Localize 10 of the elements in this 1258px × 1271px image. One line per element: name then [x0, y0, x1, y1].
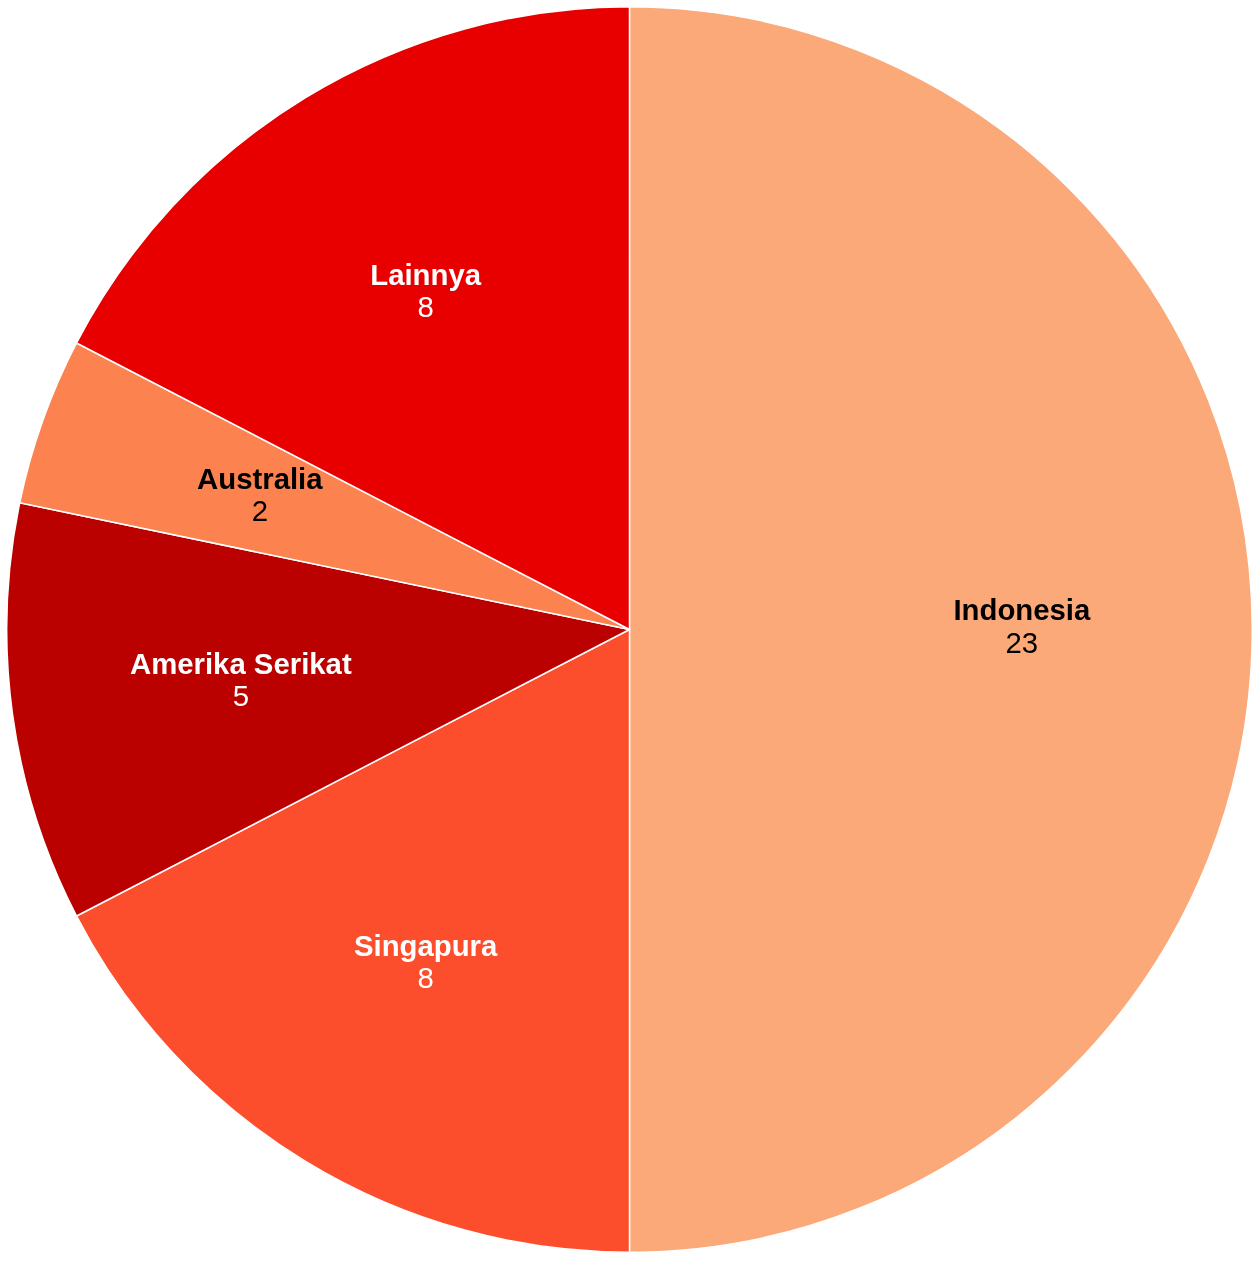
data-label: 8: [417, 290, 434, 324]
slice-label: Indonesia: [953, 593, 1091, 627]
data-label: 5: [232, 679, 249, 713]
data-label: 8: [417, 960, 434, 994]
slice-label: Amerika Serikat: [129, 646, 352, 680]
data-label: 2: [251, 494, 268, 528]
data-label: 23: [1005, 625, 1039, 659]
slice-label: Singapura: [353, 928, 499, 962]
slice-label: Lainnya: [370, 258, 482, 292]
slice-label: Australia: [197, 462, 324, 495]
